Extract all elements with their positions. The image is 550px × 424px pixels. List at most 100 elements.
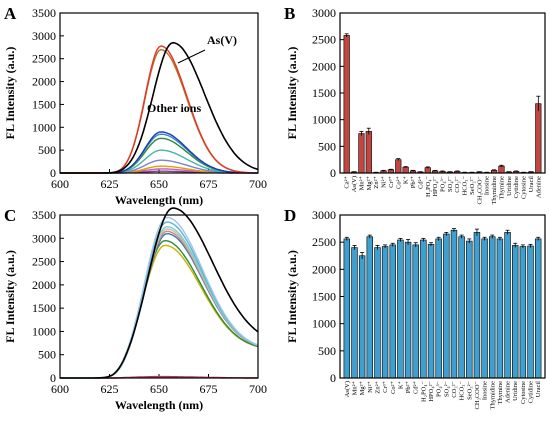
panel-d-bar-4 <box>374 247 381 379</box>
panel-b-category-label-20: Thymidine <box>491 176 498 205</box>
panel-d-category-label-18: Inosine <box>482 381 489 400</box>
panel-b-y-axis-label: FL Intensity (a.u.) <box>285 47 299 140</box>
panel-c-series-line-5 <box>60 230 259 379</box>
panel-b-category-label-10: Cd²⁺ <box>417 175 424 189</box>
panel-d-y-axis-label: FL Intensity (a.u.) <box>285 250 299 343</box>
panel-b-category-label-25: Uracil <box>528 176 535 192</box>
panel-d-bar-3 <box>366 236 373 379</box>
panel-d-category-label-10: H₂PO₄⁻ <box>420 380 427 402</box>
panel-b-category-labels: Ca²⁺ As(V) Mn²⁺ Mg²⁺ Zn²⁺ Ni²⁺ Cr³⁺ Co²⁺ K⁺ Pb²⁺ C… <box>344 175 543 204</box>
panel-b-bar-8 <box>402 166 409 174</box>
panel-b-y-tick-label-0: 0 <box>330 166 336 180</box>
panel-a-x-tick-label-4: 700 <box>249 177 267 191</box>
panel-b-category-label-19: Inosine <box>484 176 491 195</box>
panel-d-category-label-16: SeO₃²⁻ <box>466 380 473 399</box>
panel-b-bar-2 <box>358 133 365 174</box>
panel-c-y-tick-label-7: 3500 <box>32 208 56 222</box>
panel-d-y-tick-label-5: 2500 <box>312 235 336 249</box>
panel-b-category-label-11: H₂PO₄⁻ <box>425 175 432 197</box>
panel-b-bar-0 <box>343 35 350 174</box>
panel-a-y-tick-label-5: 2500 <box>32 52 56 66</box>
panel-d-bar-15 <box>458 236 465 379</box>
panel-a-series-line-4 <box>60 133 258 174</box>
panel-d-y-tick-label-4: 2000 <box>312 262 336 276</box>
panel-d-category-label-0: As(V) <box>344 381 351 397</box>
panel-b-category-label-12: HPO₄²⁻ <box>432 175 439 196</box>
panel-a-annotation-asv-arrow <box>177 49 206 64</box>
panel-d-y-tick-label-2: 1000 <box>312 317 336 331</box>
panel-c-x-tick-label-2: 650 <box>150 382 168 396</box>
panel-c-x-tick-labels: 600 625 650 675 700 <box>51 382 267 396</box>
panel-d-bar-22 <box>512 245 519 379</box>
panel-a-x-tick-label-0: 600 <box>51 177 69 191</box>
panel-d-bar-25 <box>534 238 542 379</box>
panel-b-bar-7 <box>395 159 402 174</box>
panel-d-bar-23 <box>519 246 527 379</box>
panel-b-category-label-24: Cytosine <box>521 176 528 199</box>
panel-d-bar-19 <box>489 236 496 379</box>
panel-b-category-label-2: Mn²⁺ <box>358 175 365 190</box>
panel-b-category-label-7: Co²⁺ <box>395 175 402 189</box>
panel-b-bar-26 <box>535 103 542 174</box>
panel-d-bar-12 <box>435 238 442 379</box>
panel-d-bar-16 <box>466 240 473 379</box>
panel-b-category-label-15: CO₃²⁻ <box>454 175 461 192</box>
panel-b-category-label-6: Cr³⁺ <box>388 175 395 187</box>
panel-c-y-tick-label-3: 1500 <box>32 301 56 315</box>
panel-a-y-tick-label-3: 1500 <box>32 97 56 111</box>
panel-a-y-tick-label-1: 500 <box>38 143 56 157</box>
panel-d-category-label-25: Uracil <box>535 381 542 397</box>
panel-a-x-tick-label-2: 650 <box>150 177 168 191</box>
panel-b-bar-3 <box>365 131 372 174</box>
panel-b-category-label-8: K⁺ <box>403 175 410 184</box>
panel-b-y-tick-label-3: 1500 <box>312 86 336 100</box>
panel-d-category-label-6: Co²⁺ <box>390 380 397 394</box>
panel-a-x-axis-label: Wavelength (nm) <box>115 193 203 207</box>
panel-d-bar-20 <box>496 238 504 379</box>
panel-d-category-label-8: Pb²⁺ <box>405 380 412 393</box>
panel-d-category-label-12: PO₄³⁻ <box>436 380 443 397</box>
panel-d-category-label-11: HPO₄²⁻ <box>428 380 435 401</box>
panel-d-label: D <box>284 206 296 225</box>
panel-b-category-label-5: Ni²⁺ <box>381 175 388 187</box>
panel-c-y-tick-label-2: 1000 <box>32 324 56 338</box>
panel-c-y-tick-label-5: 2500 <box>32 255 56 269</box>
panel-d-y-tick-label-0: 0 <box>330 371 336 385</box>
panel-a-y-tick-label-2: 1000 <box>32 120 56 134</box>
panel-d-bar-8 <box>404 241 412 379</box>
panel-c-series-line-6 <box>60 232 259 379</box>
panel-d-category-label-4: Zn²⁺ <box>374 380 381 393</box>
panel-d-bar-18 <box>481 238 488 379</box>
panel-d-bar-7 <box>397 239 404 379</box>
panel-b-category-label-1: As(V) <box>351 176 358 192</box>
panel-d-bar-14 <box>450 229 458 379</box>
panel-b-plot-area <box>343 33 542 174</box>
panel-b-label: B <box>284 4 295 23</box>
panel-a-y-tick-label-0: 0 <box>50 166 56 180</box>
panel-b-category-label-22: Uridine <box>506 176 513 196</box>
panel-c-y-tick-label-1: 500 <box>38 348 56 362</box>
panel-c-y-tick-label-0: 0 <box>50 371 56 385</box>
panel-a-label: A <box>4 4 17 23</box>
panel-d-category-label-14: CO₃²⁻ <box>451 380 458 397</box>
panel-d-category-label-7: K⁺ <box>397 380 404 389</box>
panel-c-y-tick-labels: 0 500 1000 1500 2000 2500 3000 3500 <box>32 208 56 385</box>
panel-d-category-labels: As(V) Mn²⁺ Mg²⁺ Ni²⁺ Zn²⁺ Cr³⁺ Co²⁺ K⁺ Pb²⁺ Cd²⁺ H… <box>344 380 542 409</box>
panel-b-category-label-21: Thymine <box>498 176 505 200</box>
panel-d-y-tick-label-1: 500 <box>318 344 336 358</box>
panel-d-category-label-9: Cd²⁺ <box>413 380 420 394</box>
panel-d-bar-9 <box>412 244 419 379</box>
panel-c-x-tick-label-1: 625 <box>101 382 119 396</box>
panel-d-bar-6 <box>389 244 396 379</box>
panel-b-category-label-14: SO₄²⁻ <box>447 175 454 192</box>
panel-d-bar-10 <box>420 239 427 379</box>
panel-b-category-label-4: Zn²⁺ <box>373 175 380 188</box>
panel-d-bar-24 <box>527 245 534 379</box>
panel-c-axes-frame <box>59 214 259 379</box>
panel-d-y-tick-labels: 0 500 1000 1500 2000 2500 3000 <box>312 208 336 385</box>
panel-a-y-tick-labels: 0 500 1000 1500 2000 2500 3000 3500 <box>32 6 56 180</box>
panel-a-y-tick-label-6: 3000 <box>32 29 56 43</box>
panel-d-bar-1 <box>351 247 358 379</box>
panel-c-line-chart: C 0 500 1000 1500 2000 2500 3000 3500 600 625 650… <box>3 206 267 412</box>
